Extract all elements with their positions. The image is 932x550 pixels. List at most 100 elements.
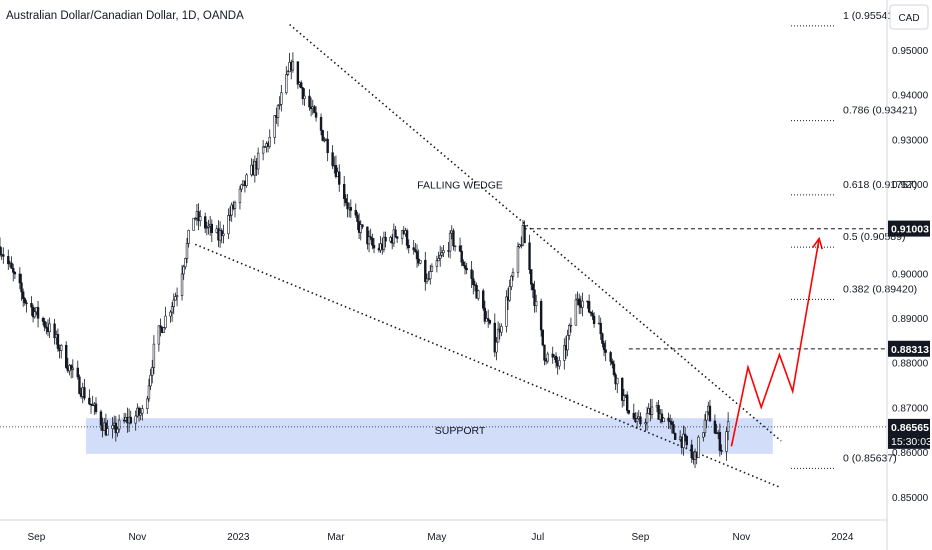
candle-body — [169, 311, 172, 317]
candle-body — [56, 334, 60, 349]
candle-body — [25, 302, 28, 304]
candle-body — [508, 286, 511, 301]
x-tick-label: Sep — [28, 532, 46, 543]
candle-body — [60, 344, 63, 351]
candle-body — [99, 411, 103, 426]
candle-body — [424, 260, 427, 283]
candle-body — [331, 152, 334, 167]
candle-body — [587, 301, 591, 313]
candle — [510, 274, 513, 291]
candle-body — [184, 258, 187, 268]
projection-arrowhead — [812, 236, 823, 250]
candle — [558, 356, 561, 370]
candle — [147, 378, 151, 402]
candle — [369, 228, 372, 241]
candle — [319, 113, 323, 136]
candle — [601, 332, 604, 348]
candle — [414, 243, 417, 253]
candle — [597, 315, 601, 325]
wedge-upper-line — [289, 23, 782, 442]
candle — [25, 299, 28, 313]
candle — [301, 86, 305, 105]
candle — [180, 264, 184, 301]
candle-body — [175, 295, 179, 297]
candle-body — [496, 328, 500, 343]
candle — [194, 217, 197, 221]
candle — [12, 263, 15, 282]
candle — [581, 292, 584, 317]
candle-body — [602, 343, 606, 351]
candles[interactable] — [0, 52, 730, 468]
candle — [174, 292, 177, 301]
candle-body — [574, 299, 578, 326]
candle — [204, 212, 207, 234]
candle-body — [705, 411, 708, 421]
candle — [407, 239, 410, 254]
candle-body — [256, 152, 260, 170]
candle-body — [601, 333, 604, 344]
candle — [438, 245, 442, 267]
candle-body — [419, 260, 422, 264]
candle-body — [591, 313, 594, 317]
candle-body — [18, 273, 22, 284]
candle-body — [558, 360, 561, 367]
candle — [670, 418, 674, 434]
fib-level-label: 0.786 (0.93421) — [843, 105, 917, 117]
candle-body — [308, 95, 311, 108]
candle-body — [670, 421, 674, 425]
candle — [531, 282, 535, 299]
candle-body — [182, 266, 185, 275]
candle-body — [644, 422, 647, 425]
candle-body — [291, 61, 295, 71]
candle-body — [543, 344, 546, 361]
candle — [157, 325, 161, 352]
y-tick-label: 0.87000 — [892, 403, 929, 414]
candle — [460, 245, 463, 267]
candle — [314, 106, 318, 122]
x-tick-label: Sep — [632, 532, 650, 543]
candle-body — [500, 326, 503, 333]
candle-body — [563, 345, 566, 361]
candle-body — [314, 112, 318, 118]
candle-body — [41, 317, 45, 322]
candle — [308, 89, 311, 111]
candle-body — [488, 320, 492, 324]
candle-body — [273, 115, 276, 138]
candle-body — [483, 307, 487, 322]
candle-body — [452, 230, 455, 247]
candle — [71, 359, 75, 379]
candle-body — [321, 130, 324, 141]
candle — [511, 268, 515, 281]
candle-body — [13, 272, 17, 275]
price-tag — [888, 220, 930, 237]
candle-body — [541, 329, 544, 346]
candle — [563, 338, 566, 370]
candle — [151, 359, 154, 384]
candle-body — [511, 271, 515, 277]
candle — [344, 194, 348, 206]
candle — [137, 406, 141, 422]
candle-body — [111, 425, 114, 429]
candle-body — [10, 262, 13, 269]
candle — [7, 249, 10, 271]
candle — [164, 306, 167, 330]
candle-body — [430, 266, 434, 272]
candle — [117, 414, 121, 433]
candle-body — [114, 422, 118, 434]
candle — [472, 270, 475, 295]
candle — [625, 391, 629, 414]
candle — [703, 414, 707, 437]
candle — [592, 312, 596, 328]
candle-body — [477, 290, 480, 299]
candle-body — [669, 420, 672, 423]
candle — [228, 206, 232, 221]
candle-body — [170, 306, 174, 313]
candle — [356, 211, 359, 231]
candle-body — [551, 353, 554, 358]
y-tick-label: 0.95000 — [892, 46, 929, 57]
candle-body — [405, 230, 409, 246]
candle — [89, 403, 93, 414]
candle-body — [88, 397, 91, 405]
candle-body — [683, 433, 687, 437]
